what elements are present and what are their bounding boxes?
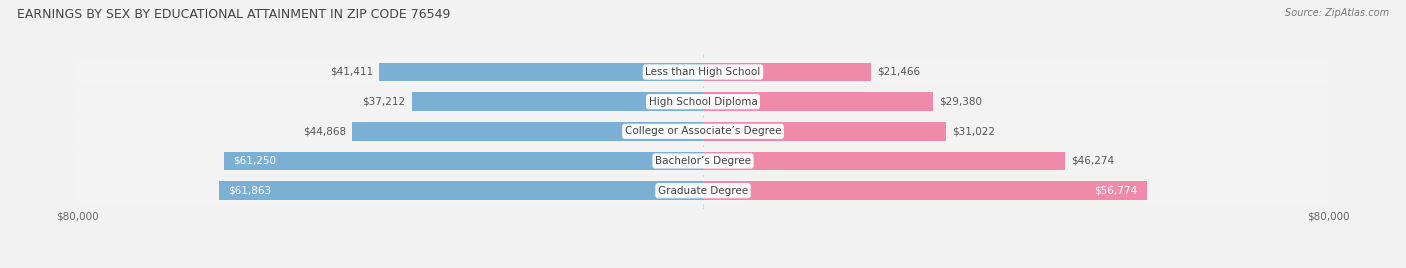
Bar <box>77 58 1329 86</box>
Text: $46,274: $46,274 <box>1071 156 1115 166</box>
Bar <box>703 92 932 111</box>
Text: Bachelor’s Degree: Bachelor’s Degree <box>655 156 751 166</box>
Bar <box>703 152 1064 170</box>
Text: High School Diploma: High School Diploma <box>648 97 758 107</box>
Text: $37,212: $37,212 <box>363 97 406 107</box>
Text: $44,868: $44,868 <box>302 126 346 136</box>
Bar <box>703 122 946 140</box>
Bar <box>77 147 1329 175</box>
Bar <box>77 88 1329 115</box>
Bar <box>703 63 870 81</box>
Bar <box>77 58 1329 86</box>
Text: Less than High School: Less than High School <box>645 67 761 77</box>
Bar <box>219 181 703 200</box>
Text: $61,863: $61,863 <box>229 186 271 196</box>
Text: $21,466: $21,466 <box>877 67 921 77</box>
Bar <box>224 152 703 170</box>
Text: $29,380: $29,380 <box>939 97 981 107</box>
Text: $41,411: $41,411 <box>330 67 373 77</box>
Text: Source: ZipAtlas.com: Source: ZipAtlas.com <box>1285 8 1389 18</box>
Bar <box>77 88 1329 115</box>
Bar <box>703 181 1147 200</box>
Legend: Male, Female: Male, Female <box>648 266 758 268</box>
Bar <box>77 177 1329 204</box>
Bar <box>77 118 1329 145</box>
Bar <box>352 122 703 140</box>
Text: $56,774: $56,774 <box>1094 186 1137 196</box>
Text: College or Associate’s Degree: College or Associate’s Degree <box>624 126 782 136</box>
Bar <box>77 177 1329 204</box>
Text: $61,250: $61,250 <box>233 156 277 166</box>
Bar <box>380 63 703 81</box>
Text: Graduate Degree: Graduate Degree <box>658 186 748 196</box>
Text: EARNINGS BY SEX BY EDUCATIONAL ATTAINMENT IN ZIP CODE 76549: EARNINGS BY SEX BY EDUCATIONAL ATTAINMEN… <box>17 8 450 21</box>
Bar <box>77 118 1329 145</box>
Bar <box>77 147 1329 175</box>
Bar <box>412 92 703 111</box>
Text: $31,022: $31,022 <box>952 126 995 136</box>
